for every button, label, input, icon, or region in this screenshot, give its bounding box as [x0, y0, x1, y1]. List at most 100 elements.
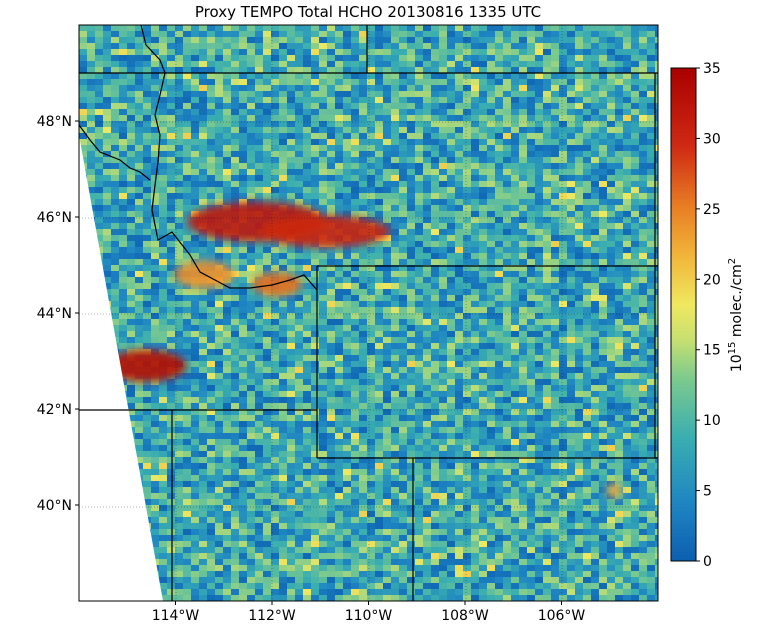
- field-cell: [471, 211, 479, 217]
- field-cell: [575, 109, 583, 115]
- field-cell: [639, 199, 647, 205]
- field-cell: [159, 379, 167, 385]
- field-cell: [567, 199, 575, 205]
- field-cell: [87, 163, 95, 169]
- field-cell: [655, 211, 658, 217]
- field-cell: [423, 193, 431, 199]
- field-cell: [127, 73, 135, 79]
- field-cell: [527, 79, 535, 85]
- field-cell: [351, 139, 359, 145]
- field-cell: [295, 253, 303, 259]
- field-cell: [423, 115, 431, 121]
- field-cell: [263, 409, 271, 415]
- field-cell: [327, 157, 335, 163]
- field-cell: [175, 313, 183, 319]
- field-cell: [383, 235, 391, 241]
- field-cell: [631, 115, 639, 121]
- field-cell: [159, 85, 167, 91]
- field-cell: [567, 187, 575, 193]
- field-cell: [375, 151, 383, 157]
- field-cell: [647, 349, 655, 355]
- field-cell: [191, 229, 199, 235]
- field-cell: [519, 61, 527, 67]
- field-cell: [647, 31, 655, 37]
- field-cell: [343, 193, 351, 199]
- field-cell: [207, 103, 215, 109]
- field-cell: [135, 313, 143, 319]
- field-cell: [615, 265, 623, 271]
- field-cell: [511, 145, 519, 151]
- field-cell: [223, 259, 231, 265]
- field-cell: [655, 139, 658, 145]
- field-cell: [335, 355, 343, 361]
- field-cell: [391, 127, 399, 133]
- field-cell: [447, 61, 455, 67]
- field-cell: [519, 385, 527, 391]
- field-cell: [447, 295, 455, 301]
- field-cell: [271, 193, 279, 199]
- field-cell: [535, 385, 543, 391]
- field-cell: [615, 181, 623, 187]
- field-cell: [255, 61, 263, 67]
- field-cell: [543, 415, 551, 421]
- field-cell: [543, 277, 551, 283]
- field-cell: [511, 31, 519, 37]
- field-cell: [287, 373, 295, 379]
- field-cell: [271, 145, 279, 151]
- field-cell: [279, 337, 287, 343]
- field-cell: [159, 37, 167, 43]
- field-cell: [535, 301, 543, 307]
- field-cell: [239, 91, 247, 97]
- field-cell: [383, 169, 391, 175]
- field-cell: [527, 43, 535, 49]
- field-cell: [175, 193, 183, 199]
- field-cell: [535, 49, 543, 55]
- field-cell: [391, 271, 399, 277]
- field-cell: [623, 103, 631, 109]
- field-cell: [383, 427, 391, 433]
- field-cell: [543, 217, 551, 223]
- field-cell: [119, 97, 127, 103]
- field-cell: [319, 31, 327, 37]
- field-cell: [359, 319, 367, 325]
- field-cell: [271, 409, 279, 415]
- field-cell: [167, 151, 175, 157]
- field-cell: [599, 49, 607, 55]
- field-cell: [599, 181, 607, 187]
- field-cell: [111, 313, 119, 319]
- field-cell: [271, 67, 279, 73]
- field-cell: [311, 193, 319, 199]
- field-cell: [655, 307, 658, 313]
- field-cell: [495, 397, 503, 403]
- field-cell: [567, 217, 575, 223]
- field-cell: [215, 421, 223, 427]
- field-cell: [255, 433, 263, 439]
- field-cell: [447, 259, 455, 265]
- field-cell: [511, 331, 519, 337]
- field-cell: [223, 421, 231, 427]
- field-cell: [399, 313, 407, 319]
- field-cell: [631, 283, 639, 289]
- field-cell: [463, 235, 471, 241]
- field-cell: [447, 331, 455, 337]
- field-cell: [415, 319, 423, 325]
- field-cell: [255, 379, 263, 385]
- field-cell: [215, 403, 223, 409]
- field-cell: [423, 403, 431, 409]
- field-cell: [399, 289, 407, 295]
- field-cell: [607, 259, 615, 265]
- field-cell: [199, 109, 207, 115]
- field-cell: [527, 25, 535, 31]
- field-cell: [103, 151, 111, 157]
- field-cell: [647, 133, 655, 139]
- field-cell: [167, 397, 175, 403]
- field-cell: [311, 25, 319, 31]
- field-cell: [127, 289, 135, 295]
- field-cell: [175, 121, 183, 127]
- field-cell: [583, 67, 591, 73]
- field-cell: [511, 379, 519, 385]
- field-cell: [175, 49, 183, 55]
- field-cell: [535, 295, 543, 301]
- field-cell: [239, 433, 247, 439]
- field-cell: [623, 307, 631, 313]
